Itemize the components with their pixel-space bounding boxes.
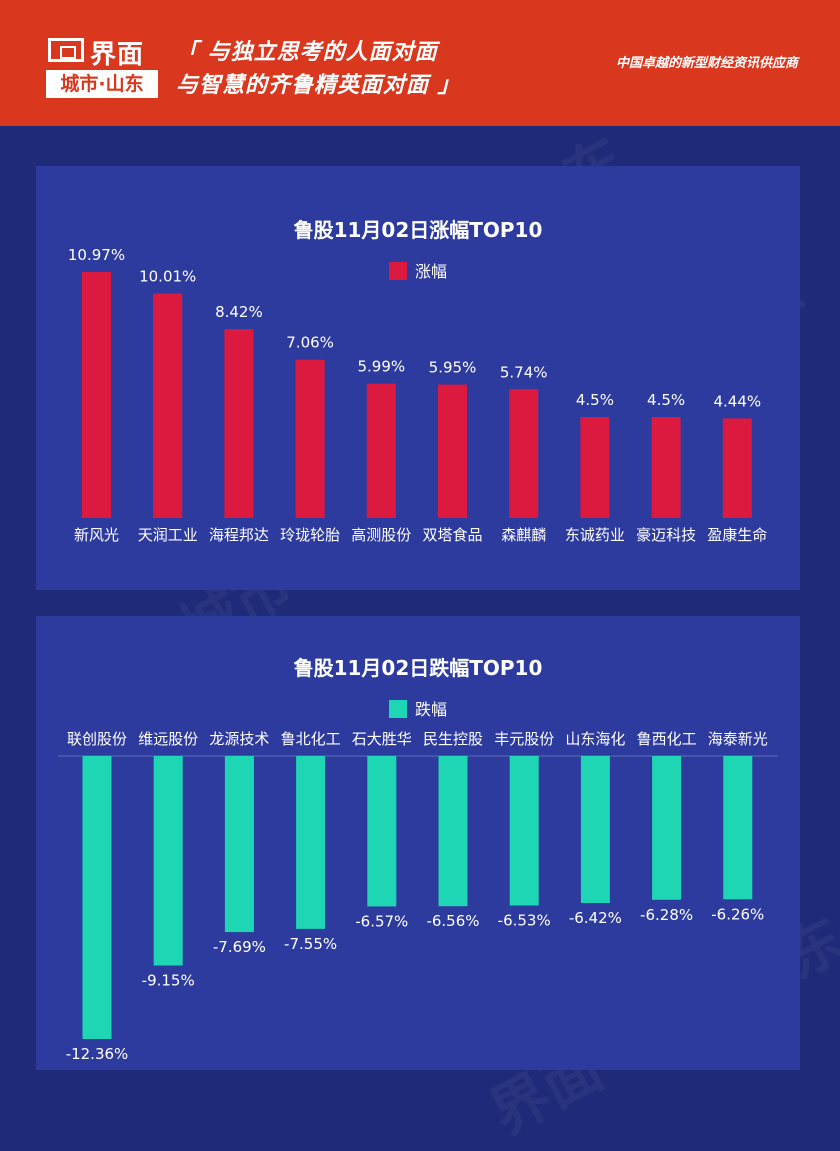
bar <box>723 756 753 900</box>
bar <box>580 417 610 518</box>
bar <box>224 329 254 518</box>
data-label: 10.97% <box>68 246 125 264</box>
bar <box>82 272 111 518</box>
category-label: 玲珑轮胎 <box>280 526 340 544</box>
legend-label: 跌幅 <box>414 700 447 719</box>
legend-swatch <box>388 700 407 718</box>
data-label: -6.28% <box>640 906 693 924</box>
category-label: 山东海化 <box>565 730 625 748</box>
data-label: 10.01% <box>139 268 196 286</box>
bar <box>651 417 681 518</box>
header-banner: 界面 城市·山东 「 与独立思考的人面对面 与智慧的齐鲁精英面对面 」 中国卓越… <box>0 0 840 126</box>
bar <box>82 756 112 1039</box>
slogan-line-1: 「 与独立思考的人面对面 <box>176 40 438 65</box>
data-label: -12.36% <box>66 1045 129 1063</box>
tagline: 中国卓越的新型财经资讯供应商 <box>615 56 798 71</box>
chart-title: 鲁股11月02日跌幅TOP10 <box>293 656 543 680</box>
bar <box>295 359 325 518</box>
bar <box>367 756 397 907</box>
losers-bar-chart: 联创股份 -12.36% 维远股份 -9.15% 龙源技术 -7.69% 鲁北化工 -7.55… <box>58 730 778 1063</box>
slogan-line-2: 与智慧的齐鲁精英面对面 」 <box>176 73 461 98</box>
bar <box>366 383 396 518</box>
bar <box>438 756 468 907</box>
category-label: 维远股份 <box>138 730 198 748</box>
chart-title: 鲁股11月02日涨幅TOP10 <box>293 218 543 242</box>
category-label: 联创股份 <box>67 730 127 748</box>
category-label: 海泰新光 <box>708 730 768 748</box>
data-label: 4.44% <box>713 392 761 410</box>
data-label: -7.69% <box>213 938 266 956</box>
data-label: -7.55% <box>284 935 337 953</box>
bar <box>153 756 183 966</box>
category-label: 龙源技术 <box>209 730 269 748</box>
chart-legend: 涨幅 <box>36 258 800 282</box>
bar <box>153 293 183 518</box>
category-label: 双塔食品 <box>422 526 482 544</box>
jiemian-logo: 界面 城市·山东 <box>46 36 158 98</box>
category-label: 新风光 <box>74 526 119 544</box>
data-label: -6.42% <box>569 909 622 927</box>
category-label: 鲁西化工 <box>637 730 697 748</box>
losers-chart-panel: 鲁股11月02日跌幅TOP10 跌幅 联创股份 -12.36% 维远股份 -9.15%… <box>36 616 800 1070</box>
legend-swatch <box>388 262 407 280</box>
category-label: 东诚药业 <box>565 526 625 544</box>
bar <box>509 389 539 518</box>
data-label: -6.53% <box>498 912 551 930</box>
category-label: 石大胜华 <box>352 730 412 748</box>
data-label: -6.56% <box>426 912 479 930</box>
category-label: 民生控股 <box>423 730 483 748</box>
category-label: 天润工业 <box>138 526 198 544</box>
logo-mark-icon <box>48 38 84 62</box>
bar <box>438 384 467 518</box>
gainers-chart-panel: 鲁股11月02日涨幅TOP10 涨幅 10.97% 新风光 10.01% 天润工业 8.… <box>36 166 800 590</box>
data-label: 5.74% <box>500 363 548 381</box>
bar <box>580 756 610 903</box>
bar <box>296 756 326 929</box>
legend-label: 涨幅 <box>414 262 447 281</box>
data-label: 7.06% <box>286 334 334 352</box>
bar <box>652 756 682 900</box>
data-label: 4.5% <box>647 391 685 409</box>
category-label: 森麒麟 <box>501 526 546 544</box>
data-label: 5.99% <box>357 358 405 376</box>
bar <box>509 756 539 906</box>
data-label: -9.15% <box>142 972 195 990</box>
logo-sub-text: 城市·山东 <box>46 70 158 98</box>
gainers-bar-chart: 10.97% 新风光 10.01% 天润工业 8.42% 海程邦达 7.06% 玲珑轮胎 5.9… <box>68 246 767 544</box>
data-label: -6.57% <box>355 912 408 930</box>
bar <box>224 756 254 933</box>
data-label: 5.95% <box>429 359 477 377</box>
data-label: -6.26% <box>711 905 764 923</box>
data-label: 8.42% <box>215 303 263 321</box>
data-label: 4.5% <box>576 391 614 409</box>
category-label: 丰元股份 <box>494 730 554 748</box>
category-label: 豪迈科技 <box>636 526 696 544</box>
logo-main-text: 界面 <box>90 40 145 70</box>
chart-legend: 跌幅 <box>36 696 800 720</box>
category-label: 盈康生命 <box>707 526 767 544</box>
bar <box>722 418 752 518</box>
category-label: 海程邦达 <box>209 526 269 544</box>
category-label: 高测股份 <box>351 526 411 544</box>
category-label: 鲁北化工 <box>281 730 341 748</box>
